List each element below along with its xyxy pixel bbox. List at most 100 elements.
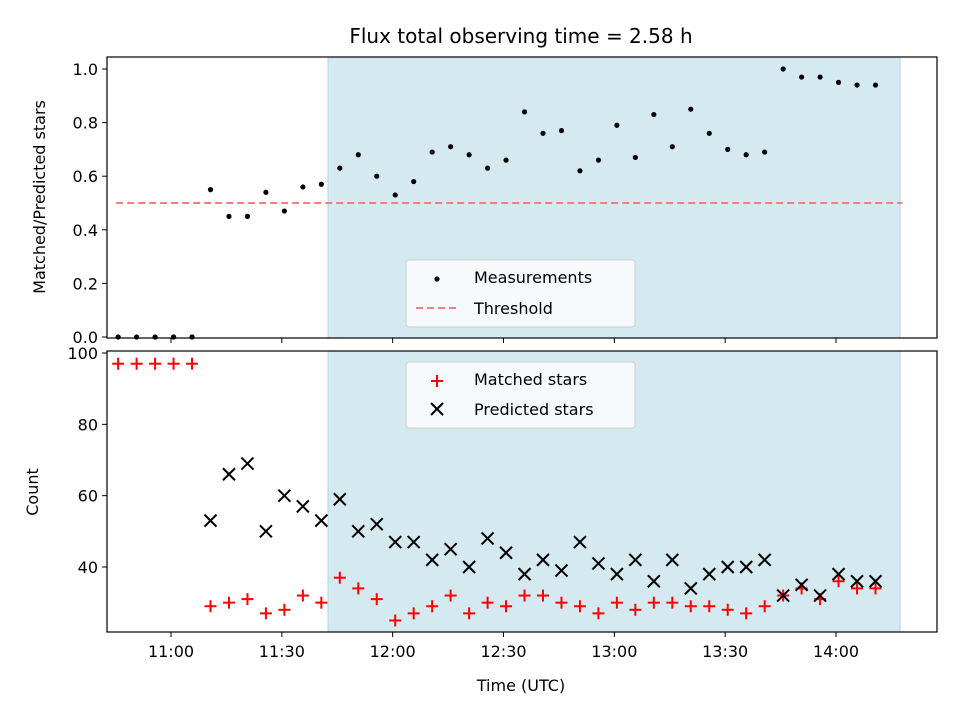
predicted-point bbox=[406, 535, 421, 549]
measurement-point bbox=[300, 184, 306, 190]
matched-point bbox=[555, 596, 568, 609]
matched-point bbox=[758, 600, 771, 613]
measurement-point bbox=[595, 157, 602, 163]
measurement-point bbox=[226, 213, 232, 219]
measurement-point bbox=[411, 178, 417, 185]
measurement-point bbox=[521, 109, 528, 115]
top-y-tick-label: 0.6 bbox=[73, 167, 98, 186]
matched-point bbox=[721, 603, 734, 616]
matched-point bbox=[149, 357, 162, 370]
matched-point bbox=[740, 607, 753, 620]
matched-point bbox=[684, 600, 697, 613]
matched-point bbox=[426, 600, 439, 613]
measurement-point bbox=[854, 82, 860, 88]
matched-point bbox=[407, 607, 420, 620]
top-y-ticks: 0.0 0.2 0.4 0.6 0.8 1.0 bbox=[73, 60, 107, 347]
top-y-tick-label: 0.4 bbox=[73, 221, 98, 240]
matched-point bbox=[703, 600, 716, 613]
predicted-point bbox=[314, 513, 329, 528]
matched-point bbox=[629, 603, 642, 616]
measurement-point bbox=[484, 165, 491, 171]
count-points bbox=[112, 357, 883, 627]
predicted-point bbox=[259, 524, 273, 539]
predicted-point bbox=[296, 499, 310, 514]
matched-point bbox=[389, 614, 402, 627]
matched-point bbox=[592, 607, 605, 620]
predicted-point bbox=[277, 488, 292, 503]
measurement-point bbox=[799, 74, 805, 80]
matched-point bbox=[204, 600, 217, 613]
bottom-legend-box bbox=[405, 361, 636, 429]
predicted-point bbox=[240, 456, 255, 471]
matched-point bbox=[444, 589, 457, 602]
measurement-point bbox=[134, 334, 140, 340]
predicted-point bbox=[591, 556, 606, 571]
predicted-point bbox=[536, 553, 550, 567]
measurement-point bbox=[817, 74, 823, 80]
matched-point bbox=[610, 596, 623, 609]
measurement-point bbox=[355, 152, 361, 158]
measurement-point bbox=[835, 79, 842, 85]
measurement-point bbox=[115, 334, 121, 340]
bottom-axes-frame bbox=[106, 350, 938, 633]
measurement-point bbox=[263, 189, 269, 195]
x-tick-label: 11:00 bbox=[148, 642, 194, 661]
measurement-point bbox=[170, 334, 177, 340]
legend-measurements-marker bbox=[434, 276, 440, 282]
measurement-point bbox=[762, 149, 768, 155]
bottom-y-tick-label: 80 bbox=[78, 415, 98, 434]
measurement-point bbox=[614, 122, 620, 128]
measurement-point bbox=[688, 106, 694, 112]
predicted-point bbox=[388, 535, 402, 549]
matched-point bbox=[869, 582, 882, 595]
predicted-point bbox=[499, 546, 513, 560]
top-y-tick-label: 1.0 bbox=[73, 60, 98, 79]
x-tick-label: 13:30 bbox=[702, 642, 748, 661]
top-axes-frame bbox=[106, 56, 938, 339]
x-tick-label: 12:00 bbox=[370, 642, 416, 661]
matched-point bbox=[481, 596, 494, 609]
legend-matched-marker bbox=[431, 375, 443, 387]
matched-point bbox=[112, 357, 125, 370]
predicted-point bbox=[203, 513, 218, 528]
measurement-point bbox=[669, 144, 675, 150]
top-y-tick-label: 0.8 bbox=[73, 114, 98, 133]
matched-point bbox=[518, 589, 531, 602]
measurement-point bbox=[448, 144, 454, 150]
predicted-point bbox=[665, 553, 680, 567]
measurement-point bbox=[244, 213, 251, 219]
matched-point bbox=[500, 600, 513, 613]
bottom-y-axis-label: Count bbox=[23, 468, 42, 516]
matched-point bbox=[278, 603, 291, 616]
legend-measurements-label: Measurements bbox=[474, 268, 592, 287]
measurement-point bbox=[632, 154, 638, 161]
matched-point bbox=[573, 600, 586, 613]
predicted-point bbox=[757, 553, 772, 567]
legend-predicted-label: Predicted stars bbox=[474, 400, 594, 419]
matched-point bbox=[666, 596, 679, 609]
predicted-point bbox=[721, 560, 735, 574]
legend-predicted-marker bbox=[430, 402, 444, 416]
measurement-point bbox=[466, 152, 472, 158]
top-legend: Measurements Threshold bbox=[405, 259, 636, 328]
legend-matched-label: Matched stars bbox=[474, 370, 587, 389]
measurement-point bbox=[558, 128, 565, 134]
predicted-point bbox=[628, 553, 643, 567]
matched-point bbox=[241, 593, 254, 606]
top-y-axis-label: Matched/Predicted stars bbox=[30, 100, 49, 294]
measurement-point bbox=[540, 130, 546, 136]
measurement-point bbox=[872, 82, 879, 88]
measurement-point bbox=[281, 208, 287, 214]
measurement-point bbox=[374, 173, 380, 179]
top-y-tick-label: 0.2 bbox=[73, 274, 98, 293]
matched-point bbox=[333, 571, 346, 584]
predicted-point bbox=[462, 560, 476, 574]
predicted-point bbox=[222, 467, 236, 481]
matched-point bbox=[130, 357, 143, 370]
matched-point bbox=[352, 582, 365, 595]
measurement-point bbox=[725, 146, 731, 152]
matched-point bbox=[832, 575, 845, 588]
predicted-point bbox=[370, 517, 384, 531]
legend-threshold-label: Threshold bbox=[473, 299, 553, 318]
